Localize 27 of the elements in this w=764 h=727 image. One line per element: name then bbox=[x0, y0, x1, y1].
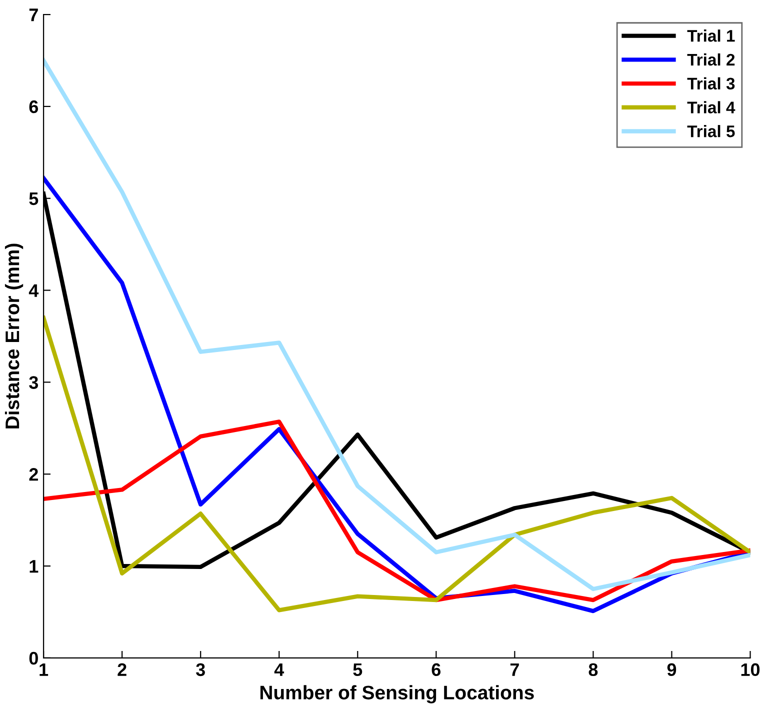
line-series bbox=[44, 420, 750, 602]
x-tick-label: 10 bbox=[741, 663, 760, 676]
x-tick-label: 1 bbox=[40, 663, 48, 676]
x-tick-label: 3 bbox=[196, 663, 205, 676]
y-tick-label: 0 bbox=[29, 652, 38, 665]
y-tick-label: 6 bbox=[29, 100, 38, 114]
x-tick-label: 7 bbox=[510, 663, 519, 676]
line-series bbox=[44, 316, 750, 612]
legend-label: Trial 1 bbox=[687, 30, 735, 42]
legend-label: Trial 5 bbox=[687, 125, 735, 138]
y-tick-label: 2 bbox=[29, 468, 38, 481]
y-axis-title: Distance Error (mm) bbox=[4, 244, 24, 428]
y-tick-label: 4 bbox=[28, 284, 39, 297]
x-tick-label: 5 bbox=[353, 663, 362, 676]
y-tick-label: 3 bbox=[29, 376, 38, 389]
legend-label: Trial 3 bbox=[687, 77, 735, 90]
legend-label: Trial 2 bbox=[687, 53, 735, 66]
y-tick-label: 5 bbox=[29, 192, 38, 206]
x-tick-label: 9 bbox=[667, 663, 676, 676]
x-tick-label: 2 bbox=[118, 663, 126, 676]
x-axis-title: Number of Sensing Locations bbox=[260, 685, 534, 704]
x-tick-label: 6 bbox=[432, 663, 441, 676]
y-tick-label: 1 bbox=[30, 560, 38, 573]
x-tick-label: 4 bbox=[274, 663, 284, 676]
y-tick-label: 7 bbox=[29, 8, 38, 22]
legend-label: Trial 4 bbox=[687, 101, 736, 114]
x-tick-label: 8 bbox=[588, 663, 598, 676]
